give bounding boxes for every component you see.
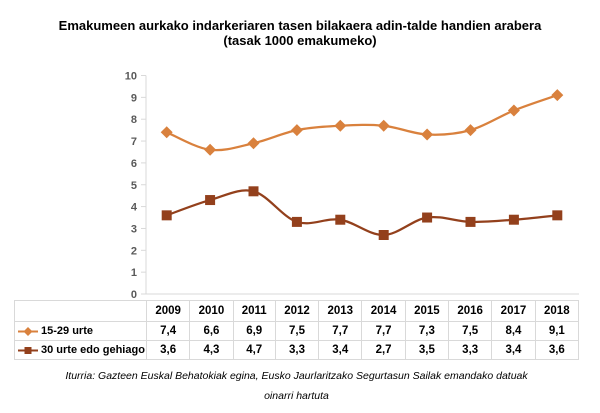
svg-text:9: 9 [131,92,137,104]
svg-text:1: 1 [131,267,137,279]
svg-text:7: 7 [131,136,137,148]
svg-text:5: 5 [131,180,137,192]
svg-text:2: 2 [131,245,137,257]
svg-text:3: 3 [131,223,137,235]
svg-text:6: 6 [131,158,137,170]
svg-text:8: 8 [131,114,137,126]
svg-text:4: 4 [131,202,138,214]
svg-text:10: 10 [125,71,137,83]
